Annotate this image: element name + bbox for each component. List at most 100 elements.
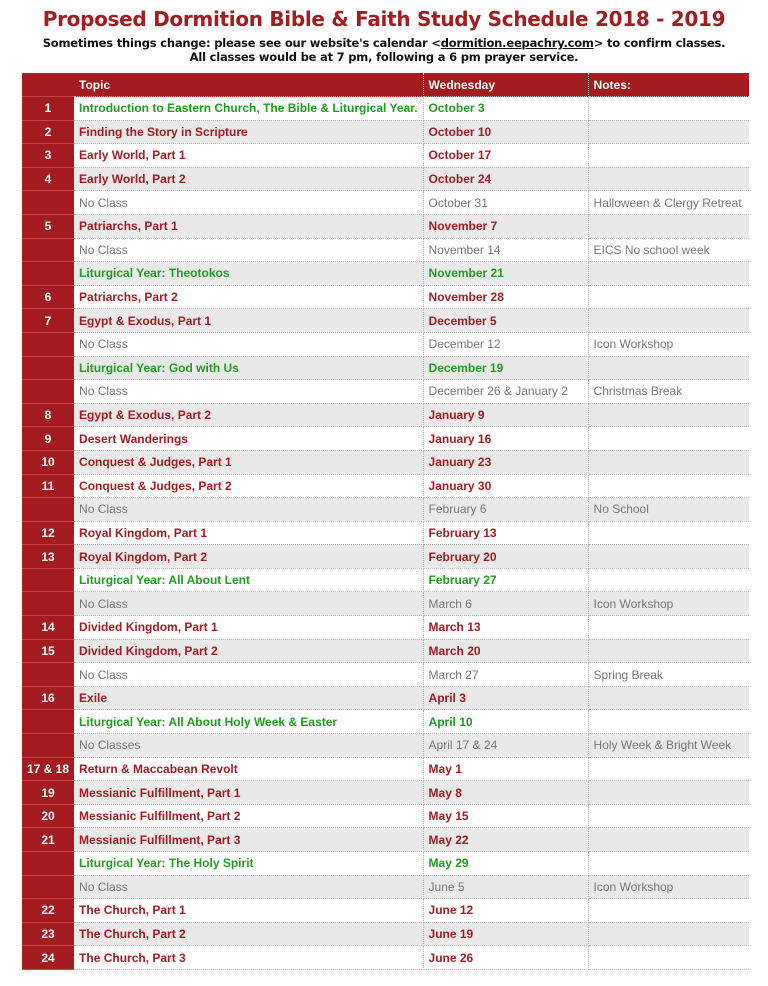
row-number: 14 xyxy=(22,615,75,640)
row-topic: Messianic Fulfillment, Part 1 xyxy=(74,780,424,805)
row-number: 1 xyxy=(22,96,75,121)
subtitle-2: All classes would be at 7 pm, following … xyxy=(189,50,579,64)
row-topic: Liturgical Year: All About Holy Week & E… xyxy=(74,709,424,735)
row-date: October 24 xyxy=(423,167,589,192)
row-notes: EICS No school week xyxy=(588,238,749,263)
row-topic: Introduction to Eastern Church, The Bibl… xyxy=(74,96,424,121)
row-notes xyxy=(588,639,749,664)
row-number xyxy=(22,851,75,876)
table-row: 9 Desert Wanderings January 16 xyxy=(22,426,749,451)
table-row: 16 Exile April 3 xyxy=(22,686,749,711)
row-notes xyxy=(588,261,749,286)
subtitle-text-end: > to confirm classes. xyxy=(593,36,726,50)
row-topic: The Church, Part 1 xyxy=(74,898,424,923)
table-row: 12 Royal Kingdom, Part 1 February 13 xyxy=(22,521,749,546)
row-notes xyxy=(588,568,749,593)
row-date: January 30 xyxy=(423,474,589,499)
row-topic: Messianic Fulfillment, Part 3 xyxy=(74,827,424,852)
table-row: Liturgical Year: Theotokos November 21 xyxy=(22,261,749,286)
row-notes xyxy=(588,167,749,192)
row-notes xyxy=(588,757,749,782)
row-notes: Holy Week & Bright Week xyxy=(588,733,749,758)
table-row: No Class November 14 EICS No school week xyxy=(22,238,749,263)
row-topic: Patriarchs, Part 1 xyxy=(74,214,424,239)
row-notes: Halloween & Clergy Retreat xyxy=(588,190,749,215)
row-number: 15 xyxy=(22,639,75,664)
table-row: 21 Messianic Fulfillment, Part 3 May 22 xyxy=(22,827,749,852)
row-topic: Conquest & Judges, Part 2 xyxy=(74,474,424,499)
website-link[interactable]: dormition.eepachry.com xyxy=(440,36,594,50)
row-topic: Patriarchs, Part 2 xyxy=(74,285,424,310)
row-topic: No Class xyxy=(74,332,424,357)
row-number: 17 & 18 xyxy=(22,757,75,782)
row-date: May 15 xyxy=(423,804,589,829)
row-number: 4 xyxy=(22,167,75,192)
row-topic: Conquest & Judges, Part 1 xyxy=(74,450,424,475)
row-topic: Egypt & Exodus, Part 1 xyxy=(74,308,424,333)
row-topic: No Class xyxy=(74,379,424,404)
row-topic: No Class xyxy=(74,497,424,522)
table-row: No Class October 31 Halloween & Clergy Ret… xyxy=(22,190,749,215)
row-date: December 26 & January 2 xyxy=(423,379,589,404)
page-title: Proposed Dormition Bible & Faith Study S… xyxy=(42,7,726,31)
table-row: 8 Egypt & Exodus, Part 2 January 9 xyxy=(22,403,749,428)
row-topic: The Church, Part 3 xyxy=(74,945,424,970)
row-topic: No Class xyxy=(74,591,424,617)
table-row: 23 The Church, Part 2 June 19 xyxy=(22,922,749,947)
row-topic: No Classes xyxy=(74,733,424,758)
table-row: 5 Patriarchs, Part 1 November 7 xyxy=(22,214,749,239)
row-notes xyxy=(588,804,749,829)
row-notes xyxy=(588,922,749,947)
table-row: 11 Conquest & Judges, Part 2 January 30 xyxy=(22,474,749,499)
row-topic: Liturgical Year: God with Us xyxy=(74,356,424,381)
row-notes xyxy=(588,709,749,735)
row-number xyxy=(22,332,75,357)
row-number xyxy=(22,591,75,617)
row-number xyxy=(22,662,75,687)
table-row: No Class June 5 Icon Workshop xyxy=(22,875,749,900)
row-topic: Royal Kingdom, Part 1 xyxy=(74,521,424,546)
table-row: 13 Royal Kingdom, Part 2 February 20 xyxy=(22,544,749,569)
row-number: 10 xyxy=(22,450,75,475)
table-row: 19 Messianic Fulfillment, Part 1 May 8 xyxy=(22,780,749,805)
row-notes xyxy=(588,450,749,475)
row-number: 2 xyxy=(22,120,75,145)
row-date: December 12 xyxy=(423,332,589,357)
row-date: March 20 xyxy=(423,639,589,664)
row-date: February 13 xyxy=(423,521,589,546)
row-topic: No Class xyxy=(74,238,424,263)
row-date: October 17 xyxy=(423,143,589,168)
table-row: 15 Divided Kingdom, Part 2 March 20 xyxy=(22,639,749,664)
row-number xyxy=(22,379,75,404)
row-date: October 3 xyxy=(423,96,589,121)
table-row: No Class March 6 Icon Workshop xyxy=(22,591,749,617)
row-topic: No Class xyxy=(74,875,424,900)
row-date: May 22 xyxy=(423,827,589,852)
row-notes xyxy=(588,474,749,499)
row-notes xyxy=(588,898,749,923)
row-date: May 8 xyxy=(423,780,589,805)
row-number: 24 xyxy=(22,945,75,970)
row-number: 8 xyxy=(22,403,75,428)
row-number xyxy=(22,190,75,215)
row-topic: Desert Wanderings xyxy=(74,426,424,451)
subtitle-text: Sometimes things change: please see our … xyxy=(42,36,441,50)
table-row: No Class December 26 & January 2 Christmas… xyxy=(22,379,749,404)
row-number xyxy=(22,875,75,900)
row-number xyxy=(22,568,75,593)
row-number xyxy=(22,261,75,286)
table-row: 4 Early World, Part 2 October 24 xyxy=(22,167,749,192)
row-number xyxy=(22,497,75,522)
row-notes xyxy=(588,403,749,428)
row-number: 22 xyxy=(22,898,75,923)
table-row: 14 Divided Kingdom, Part 1 March 13 xyxy=(22,615,749,640)
row-date: January 23 xyxy=(423,450,589,475)
table-row: Liturgical Year: God with Us December 19 xyxy=(22,356,749,381)
row-number: 5 xyxy=(22,214,75,239)
row-topic: Return & Maccabean Revolt xyxy=(74,757,424,782)
row-number: 7 xyxy=(22,308,75,333)
row-notes xyxy=(588,544,749,569)
row-notes: Icon Workshop xyxy=(588,332,749,357)
row-topic: No Class xyxy=(74,190,424,215)
table-row: 22 The Church, Part 1 June 12 xyxy=(22,898,749,923)
